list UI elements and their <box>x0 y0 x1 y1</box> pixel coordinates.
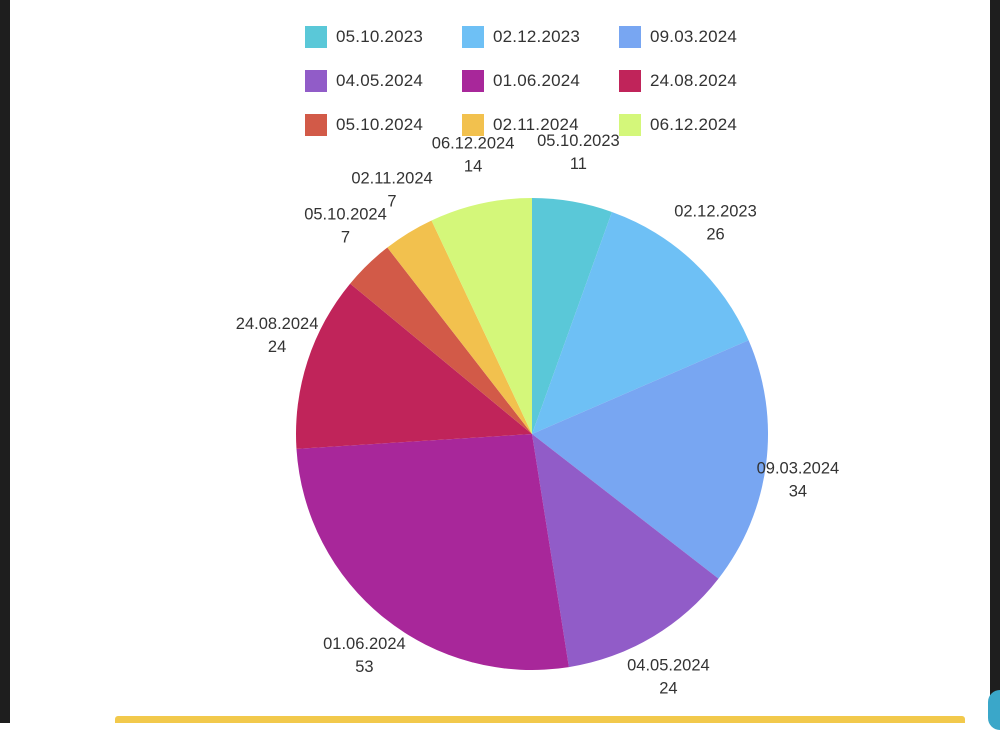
slice-data-label: 09.03.2024 34 <box>757 460 840 501</box>
legend-row: 05.10.2023 02.12.2023 09.03.2024 <box>305 24 785 68</box>
legend-label: 02.11.2024 <box>493 115 579 134</box>
slice-data-label: 05.10.2023 11 <box>537 132 620 173</box>
legend-label: 09.03.2024 <box>650 27 738 46</box>
legend-label: 02.12.2023 <box>493 27 581 46</box>
legend-swatch <box>462 70 484 92</box>
legend-item[interactable]: 06.12.2024 <box>619 112 776 138</box>
pie-slice[interactable] <box>532 198 612 434</box>
legend-item[interactable]: 09.03.2024 <box>619 24 776 50</box>
left-window-edge <box>0 0 10 723</box>
slice-data-label: 02.11.2024 7 <box>351 170 432 211</box>
legend-item[interactable]: 02.11.2024 <box>462 112 619 138</box>
slice-data-label: 02.12.2023 26 <box>674 203 757 244</box>
legend-label: 05.10.2024 <box>336 115 424 134</box>
legend-label: 05.10.2023 <box>336 27 424 46</box>
bottom-accent-strip <box>115 716 965 723</box>
pie-slice[interactable] <box>532 211 749 434</box>
legend-label: 01.06.2024 <box>493 71 581 90</box>
pie-slice[interactable] <box>431 198 532 434</box>
legend-item[interactable]: 05.10.2024 <box>305 112 462 138</box>
legend-label: 24.08.2024 <box>650 71 738 90</box>
pie-slice[interactable] <box>387 220 532 434</box>
pie-slice[interactable] <box>532 340 769 579</box>
pie-slice[interactable] <box>532 434 719 668</box>
legend-item[interactable]: 24.08.2024 <box>619 68 776 94</box>
legend-swatch <box>305 26 327 48</box>
legend-item[interactable]: 04.05.2024 <box>305 68 462 94</box>
pie-slice[interactable] <box>296 283 532 449</box>
pie-slice[interactable] <box>296 434 569 670</box>
pie-slice[interactable] <box>350 247 532 434</box>
legend-item[interactable]: 05.10.2023 <box>305 24 462 50</box>
legend-swatch <box>462 26 484 48</box>
slice-data-label: 06.12.2024 14 <box>432 135 515 176</box>
slice-data-label: 05.10.2024 7 <box>304 206 387 247</box>
slice-data-label: 04.05.2024 24 <box>627 657 710 698</box>
legend-swatch <box>619 114 641 136</box>
legend-label: 06.12.2024 <box>650 115 738 134</box>
legend-swatch <box>305 114 327 136</box>
legend-swatch <box>619 26 641 48</box>
legend-row: 05.10.2024 02.11.2024 06.12.2024 <box>305 112 785 156</box>
slice-data-label: 24.08.2024 24 <box>236 315 319 356</box>
legend-item[interactable]: 02.12.2023 <box>462 24 619 50</box>
right-window-edge <box>990 0 1000 723</box>
legend-label: 04.05.2024 <box>336 71 424 90</box>
corner-accent <box>988 690 1000 730</box>
legend-row: 04.05.2024 01.06.2024 24.08.2024 <box>305 68 785 112</box>
legend-item[interactable]: 01.06.2024 <box>462 68 619 94</box>
legend-swatch <box>462 114 484 136</box>
chart-legend: 05.10.2023 02.12.2023 09.03.2024 04.05.2… <box>305 24 785 156</box>
legend-swatch <box>305 70 327 92</box>
slice-data-label: 01.06.2024 53 <box>323 635 406 676</box>
legend-swatch <box>619 70 641 92</box>
